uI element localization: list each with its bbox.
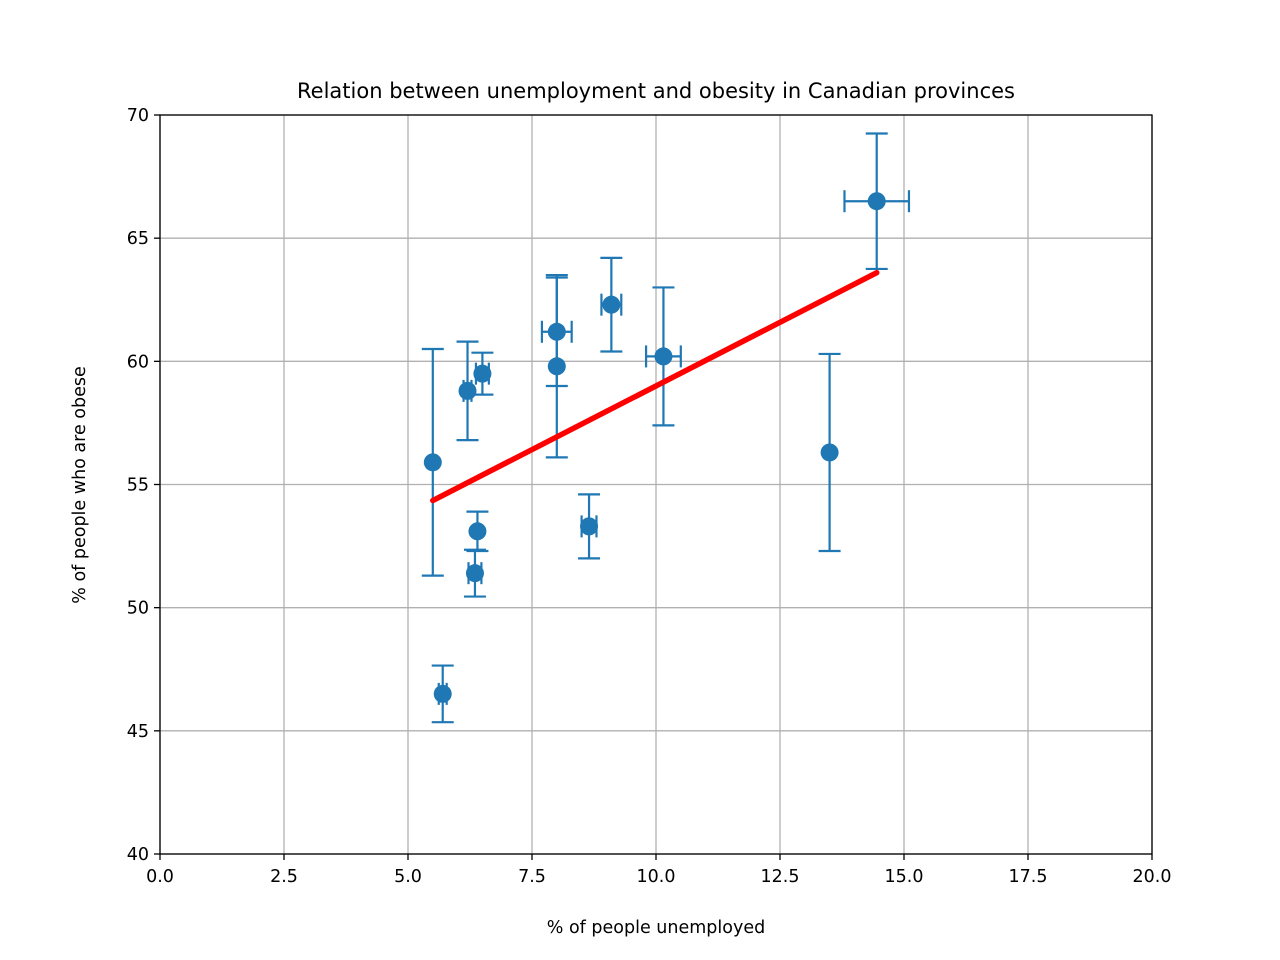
ticks: 0.0 2.5 5.0 7.5 10.0 12.5 15.0 17.5 20.0 40 45 50 55… [127,106,1172,887]
y-tick-label: 45 [127,722,149,742]
y-tick-label: 40 [127,845,149,865]
y-tick-label: 50 [127,599,149,619]
data-point [580,517,599,536]
y-axis-label: % of people who are obese [70,366,90,604]
chart-title: Relation between unemployment and obesit… [297,79,1015,103]
data-point [547,322,566,341]
x-tick-label: 2.5 [270,867,298,887]
y-tick-label: 70 [127,106,149,126]
data-point [473,364,492,383]
data-point [468,522,487,541]
x-tick-label: 10.0 [637,867,676,887]
data-point [602,295,621,314]
y-tick-label: 60 [127,352,149,372]
x-tick-label: 0.0 [146,867,174,887]
x-axis-label: % of people unemployed [547,918,765,938]
x-tick-label: 17.5 [1009,867,1048,887]
data-point [547,357,566,376]
x-tick-label: 12.5 [761,867,800,887]
data-point [423,453,442,472]
data-point [867,192,886,211]
data-point [433,684,452,703]
x-tick-label: 20.0 [1133,867,1172,887]
data-point [654,347,673,366]
data-point [465,564,484,583]
data-point [458,381,477,400]
x-tick-label: 5.0 [394,867,422,887]
data-layer [421,132,911,724]
fit-line [430,269,880,504]
x-tick-label: 15.0 [885,867,924,887]
y-tick-label: 55 [127,476,149,496]
data-point [820,443,839,462]
y-tick-label: 65 [127,229,149,249]
x-tick-label: 7.5 [518,867,546,887]
